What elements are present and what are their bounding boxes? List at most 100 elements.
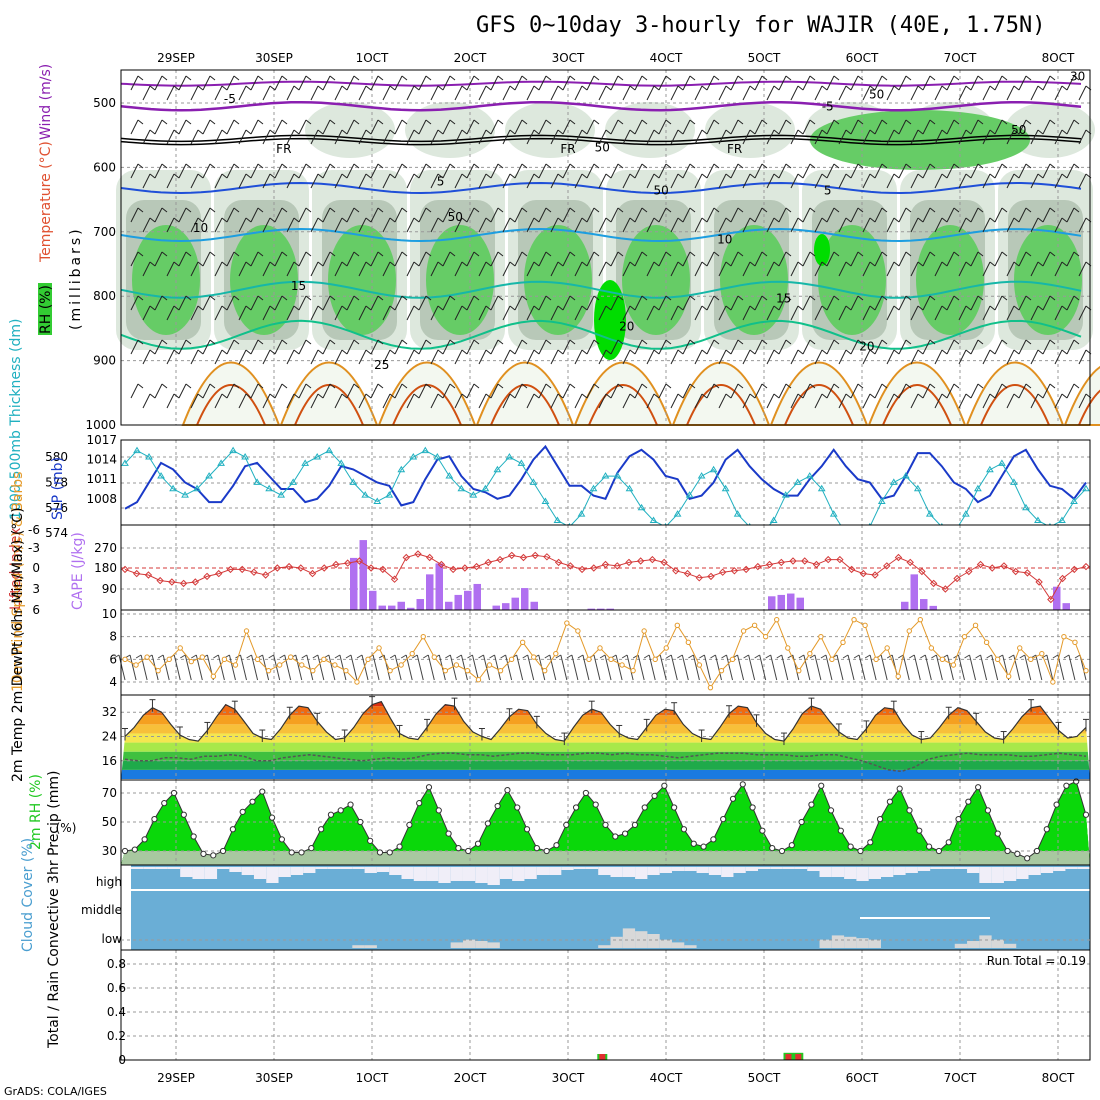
- wind-barb: [1030, 349, 1039, 365]
- wind-barb-flag: [953, 119, 960, 125]
- cloud-high-clear: [745, 867, 759, 871]
- wind-barb-flag: [161, 251, 168, 257]
- wind-barb-flag: [521, 207, 528, 213]
- wind-barb: [274, 383, 283, 399]
- wind-barb-flag: [149, 129, 156, 135]
- rh-marker: [857, 847, 864, 855]
- wind-barb: [190, 129, 199, 145]
- wind-speed-marker: [453, 662, 460, 668]
- rh-marker: [465, 847, 472, 855]
- wind-barb: [970, 295, 979, 311]
- warm-dome-inner: [980, 384, 1050, 426]
- wind-barb: [910, 173, 919, 189]
- wind-barb: [838, 217, 847, 233]
- wind-barb: [238, 349, 247, 365]
- wind-barb: [286, 393, 295, 409]
- wind-barb: [514, 383, 523, 399]
- thickness-marker: [397, 465, 406, 473]
- wind-barb-flag: [581, 85, 588, 91]
- wind-barb-flag: [245, 217, 252, 223]
- wind-barb: [490, 295, 499, 311]
- wind-barb: [958, 393, 967, 409]
- wind-barb-flag: [533, 305, 540, 311]
- wind-barb-flag: [953, 251, 960, 257]
- wind-barb-flag: [293, 129, 300, 135]
- wind-barb-flag: [1025, 119, 1032, 125]
- wind-speed-marker: [608, 656, 614, 663]
- cloud-low-bar: [364, 945, 377, 948]
- wind-barb: [514, 119, 523, 135]
- wind-barb: [778, 295, 787, 311]
- contour-fr-b: [120, 137, 1082, 146]
- wind-barb: [898, 383, 907, 399]
- wind-barb: [190, 173, 199, 189]
- thickness-marker: [445, 472, 454, 479]
- rh-marker: [327, 811, 335, 818]
- wind-barb: [574, 85, 583, 101]
- wind-barb-flag: [773, 217, 780, 223]
- li-marker: [343, 559, 352, 567]
- cape-bar: [521, 588, 529, 610]
- cloud-high-clear: [290, 867, 304, 875]
- wind-barb-flag: [191, 654, 197, 659]
- rh-marker: [886, 798, 893, 805]
- wind-speed-marker: [774, 616, 780, 623]
- rh-marker: [837, 827, 844, 834]
- wind-barb-flag: [1061, 261, 1068, 267]
- wind-speed-marker: [343, 667, 349, 674]
- wind-barb-flag: [1061, 217, 1068, 223]
- slp-tick-label: 1011: [86, 472, 117, 486]
- cloud-high-clear: [880, 867, 894, 877]
- wind-barb: [250, 383, 259, 399]
- wind-barb: [154, 251, 163, 267]
- wind-barb: [286, 261, 295, 277]
- wind-barb-flag: [365, 305, 372, 311]
- wind-barb-flag: [785, 207, 792, 213]
- wind-barb: [886, 305, 895, 321]
- wind-barb-flag: [521, 75, 528, 81]
- cloud-high-clear: [708, 867, 722, 875]
- wind-barb: [310, 305, 319, 321]
- wind-barb: [646, 393, 655, 409]
- top-date-label: 29SEP: [157, 51, 195, 65]
- li-marker: [1023, 569, 1032, 577]
- wind-barb: [826, 251, 835, 267]
- wind-barb: [562, 295, 571, 311]
- li-marker: [1011, 567, 1020, 576]
- wind-barb: [514, 339, 523, 355]
- wind-barb-flag: [312, 654, 319, 659]
- wind-barb-flag: [461, 129, 468, 135]
- wind-barb: [526, 349, 535, 365]
- wind-barb-flag: [641, 383, 648, 389]
- wind-speed-marker: [376, 645, 382, 651]
- cloud-low-bar: [954, 943, 968, 948]
- wind-barb: [922, 207, 931, 223]
- li-marker: [765, 560, 774, 569]
- wind-barb-flag: [1049, 383, 1056, 389]
- wind-speed-marker: [210, 673, 217, 680]
- rh-contour-label: 50: [448, 210, 463, 224]
- wind-barb: [874, 75, 883, 91]
- wind-barb-flag: [221, 129, 228, 135]
- li-marker: [625, 558, 633, 567]
- wind-barb-flag: [233, 75, 240, 81]
- thickness-marker: [325, 446, 334, 454]
- rh-marker: [445, 830, 452, 837]
- wind-barb: [350, 654, 358, 681]
- wind-barb-flag: [545, 207, 552, 213]
- wind-barb-flag: [869, 129, 876, 135]
- wind-barb: [274, 207, 283, 223]
- wind-barb: [862, 85, 871, 101]
- wind-barb-flag: [329, 207, 336, 213]
- wind-barb-flag: [917, 217, 924, 223]
- wind-speed-marker: [387, 667, 393, 674]
- wind-barb: [262, 85, 271, 101]
- wind-barb: [730, 75, 739, 91]
- wind-barb-flag: [677, 393, 684, 399]
- wind-tick-label: 6: [109, 652, 117, 666]
- cloud-high-clear: [266, 867, 279, 883]
- li-line: [124, 553, 1087, 601]
- wind-barb-flag: [209, 383, 216, 389]
